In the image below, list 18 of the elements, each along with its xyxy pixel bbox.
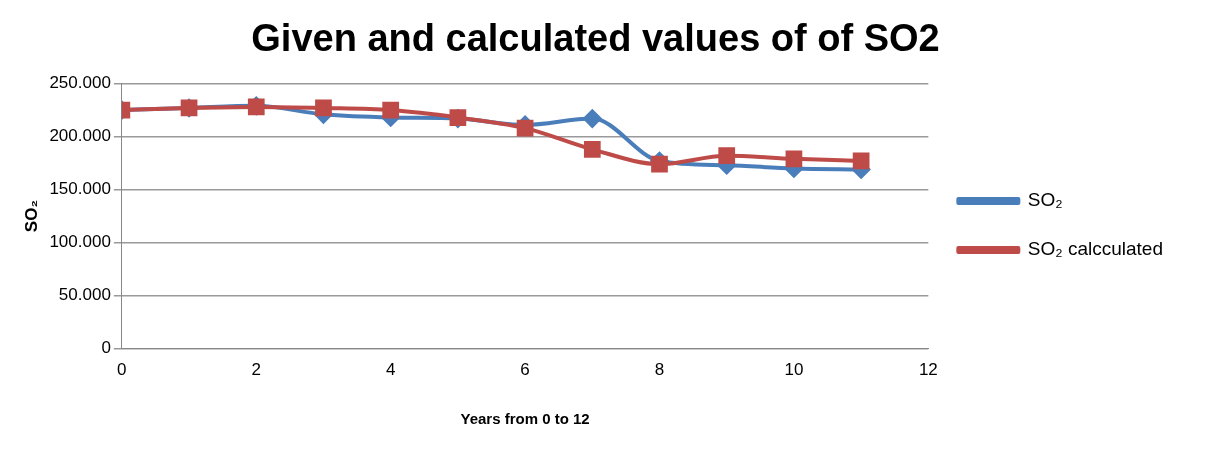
x-tick-label: 0: [117, 360, 127, 380]
y-tick-label: 150.000: [49, 179, 111, 199]
y-tick-label: 200.000: [49, 126, 111, 146]
legend-label: SO₂: [1027, 189, 1063, 211]
x-tick-label: 8: [654, 360, 665, 380]
x-axis-title: Years from 0 to 12: [460, 410, 590, 428]
chart-title: Given and calculated values of of SO2: [251, 17, 940, 60]
y-axis-title: SO₂: [21, 200, 41, 233]
y-tick-label: 0: [101, 338, 111, 358]
x-tick-label: 2: [251, 360, 261, 380]
legend-label: SO₂ calcculated: [1027, 238, 1164, 260]
x-tick-label: 10: [784, 360, 804, 380]
x-tick-label: 4: [385, 360, 396, 380]
y-tick-label: 250.000: [49, 73, 111, 93]
x-tick-label: 6: [520, 360, 530, 380]
y-tick-label: 100.000: [49, 232, 111, 252]
y-tick-label: 50.000: [58, 285, 111, 305]
x-tick-label: 12: [918, 360, 938, 380]
